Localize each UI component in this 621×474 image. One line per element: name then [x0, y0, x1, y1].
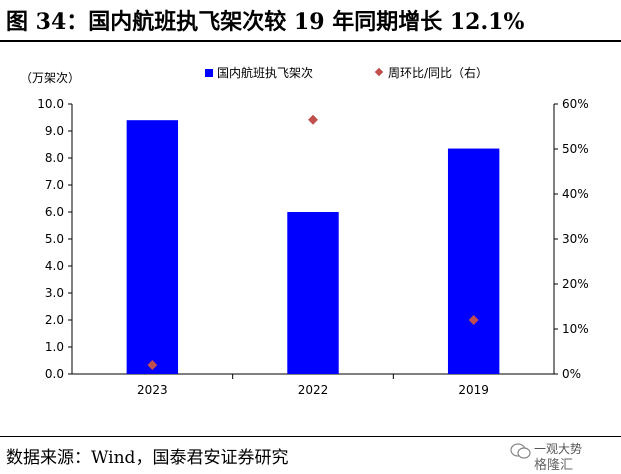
- y-tick-label: 9.0: [45, 124, 64, 138]
- scatter-point: [468, 315, 479, 325]
- y-tick-label: 10.0: [37, 97, 64, 111]
- wechat-icon: [510, 443, 531, 459]
- y2-tick-label: 0%: [562, 367, 581, 381]
- y2-tick-label: 60%: [562, 97, 589, 111]
- figure-title: 图 34：国内航班执飞架次较 19 年同期增长 12.1%: [6, 9, 525, 35]
- y-tick-label: 1.0: [45, 340, 64, 354]
- bar: [447, 148, 500, 374]
- y-axis-unit-label: （万架次）: [20, 71, 80, 85]
- scatter-point: [147, 360, 158, 370]
- chart: 0.0 1.0 2.0 3.0 4.0 5.0 6.0 7.0 8.0 9.0 10.0 0% 10% 2…: [20, 65, 589, 397]
- bar: [126, 120, 179, 374]
- bar-series: [126, 120, 500, 374]
- y2-tick-label: 10%: [562, 322, 589, 336]
- source-rule: [0, 436, 621, 437]
- y-tick-label: 3.0: [45, 286, 64, 300]
- legend-label-bars: 国内航班执飞架次: [217, 65, 313, 80]
- chart-axes: 0.0 1.0 2.0 3.0 4.0 5.0 6.0 7.0 8.0 9.0 10.0 0% 10% 2…: [37, 97, 588, 397]
- source-note: 数据来源：Wind，国泰君安证券研究: [6, 448, 289, 468]
- title-rule: [0, 40, 621, 42]
- watermark-line1: 一观大势: [534, 442, 583, 456]
- x-tick-label: 2023: [137, 383, 168, 397]
- legend-swatch-bars: [205, 69, 213, 77]
- y2-tick-label: 20%: [562, 277, 589, 291]
- y-tick-label: 2.0: [45, 313, 64, 327]
- x-tick-label: 2019: [458, 383, 489, 397]
- bar: [287, 212, 339, 374]
- watermark-line2: 格隆汇: [534, 458, 574, 473]
- x-tick-label: 2022: [298, 383, 329, 397]
- y2-tick-label: 30%: [562, 232, 589, 246]
- y2-tick-label: 50%: [562, 142, 589, 156]
- y-tick-label: 0.0: [45, 367, 64, 381]
- legend-label-points: 周环比/同比（右）: [388, 65, 488, 80]
- y-tick-label: 5.0: [45, 232, 64, 246]
- watermark: 一观大势 格隆汇: [510, 438, 618, 473]
- scatter-point: [308, 114, 318, 125]
- legend-swatch-points: [374, 67, 384, 77]
- y-tick-label: 7.0: [45, 178, 64, 192]
- y-tick-label: 6.0: [45, 205, 64, 219]
- title-bar: 图 34：国内航班执飞架次较 19 年同期增长 12.1%: [0, 0, 621, 40]
- y-tick-label: 8.0: [45, 151, 64, 165]
- y-tick-label: 4.0: [45, 259, 64, 273]
- legend: 国内航班执飞架次 周环比/同比（右）: [205, 65, 488, 80]
- y2-tick-label: 40%: [562, 187, 589, 201]
